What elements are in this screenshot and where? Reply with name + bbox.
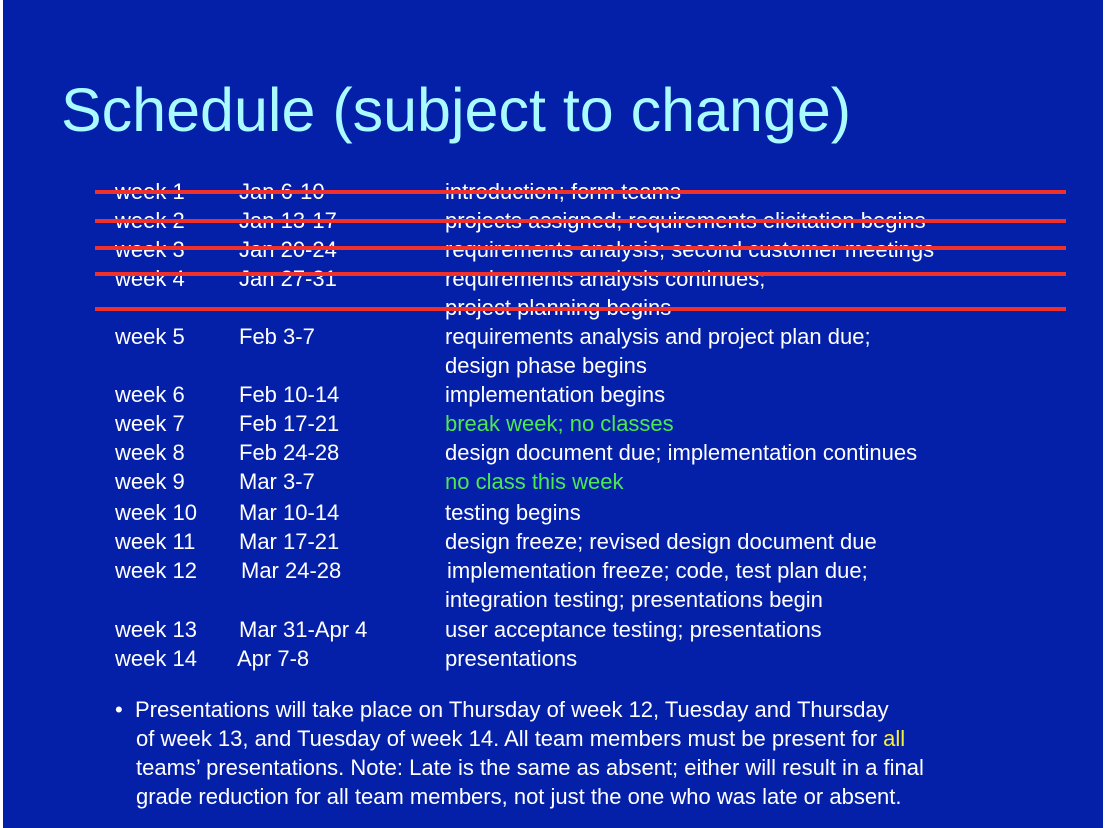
week-activity-no-class: no class this week	[445, 469, 624, 494]
note-text: Presentations will take place on Thursda…	[134, 697, 889, 722]
week-activity: requirements analysis and project plan d…	[445, 324, 871, 349]
week-dates: Feb 24-28	[239, 440, 340, 465]
slide-title: Schedule (subject to change)	[61, 76, 852, 144]
week-activity-no-class: break week; no classes	[445, 411, 674, 436]
week-activity: implementation freeze; code, test plan d…	[447, 558, 868, 583]
week-activity-continued: design phase begins	[445, 353, 647, 378]
week-label: week 8	[115, 440, 185, 465]
week-label: week 7	[115, 411, 185, 436]
week-dates: Mar 31-Apr 4	[239, 617, 368, 642]
note-line: of week 13, and Tuesday of week 14. All …	[115, 724, 1075, 753]
note-line: grade reduction for all team members, no…	[136, 784, 902, 809]
week-dates: Feb 10-14	[239, 382, 340, 407]
week-dates: Mar 24-28	[241, 558, 342, 583]
week-label: week 13	[115, 617, 197, 642]
week-label: week 14	[115, 646, 197, 671]
note-line: teams’ presentations. Note: Late is the …	[136, 755, 924, 780]
strikethrough-line	[95, 307, 1066, 311]
week-dates: Mar 3-7	[239, 469, 315, 494]
strikethrough-line	[95, 246, 1066, 250]
week-dates: Apr 7-8	[237, 646, 310, 671]
strikethrough-line	[95, 190, 1066, 194]
bullet-icon: •	[115, 697, 123, 722]
week-activity: implementation begins	[445, 382, 666, 407]
week-activity: requirements analysis continues;	[445, 266, 766, 291]
week-activity: presentations	[445, 646, 578, 671]
week-activity: user acceptance testing; presentations	[445, 617, 822, 642]
week-label: week 10	[115, 500, 197, 525]
week-label: week 12	[115, 558, 197, 583]
week-label: week 6	[115, 382, 185, 407]
strikethrough-line	[95, 272, 1066, 276]
week-activity-continued: integration testing; presentations begin	[445, 587, 823, 612]
week-dates: Mar 17-21	[239, 529, 340, 554]
week-activity: design freeze; revised design document d…	[445, 529, 877, 554]
presentation-note: • Presentations will take place on Thurs…	[115, 695, 1075, 811]
week-dates: Jan 27-31	[239, 266, 337, 291]
week-dates: Feb 3-7	[239, 324, 315, 349]
week-dates: Mar 10-14	[239, 500, 340, 525]
slide: Schedule (subject to change) week 1 Jan …	[3, 0, 1103, 828]
week-dates: Feb 17-21	[239, 411, 340, 436]
note-highlight: all	[883, 726, 906, 751]
strikethrough-line	[95, 219, 1066, 223]
week-label: week 11	[115, 529, 196, 554]
week-label: week 9	[115, 469, 185, 494]
week-label: week 4	[115, 266, 185, 291]
note-text: of week 13, and Tuesday of week 14. All …	[136, 726, 884, 751]
note-line: • Presentations will take place on Thurs…	[115, 695, 1075, 724]
week-label: week 5	[115, 324, 185, 349]
week-activity: testing begins	[445, 500, 581, 525]
week-activity: design document due; implementation cont…	[445, 440, 918, 465]
